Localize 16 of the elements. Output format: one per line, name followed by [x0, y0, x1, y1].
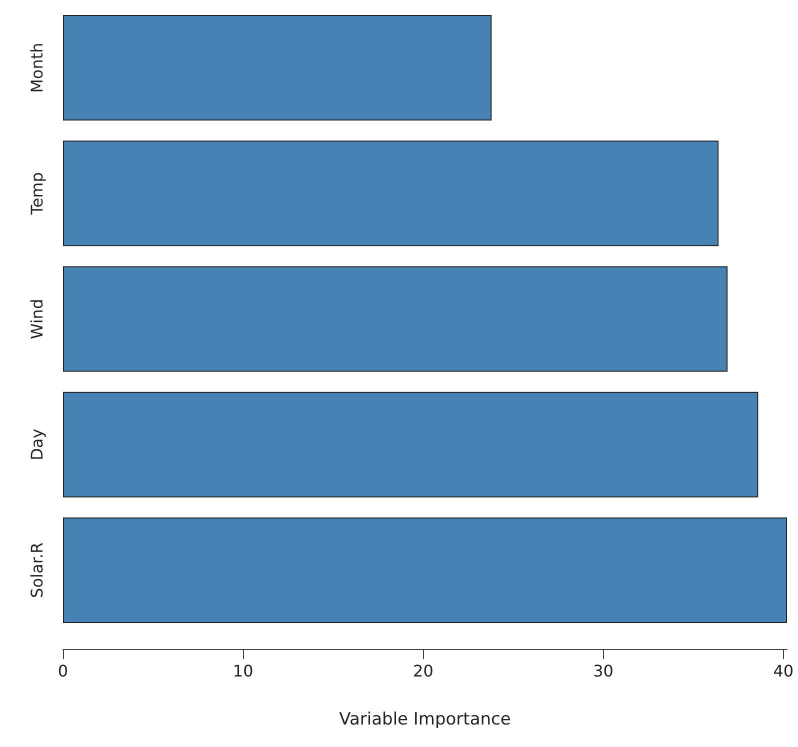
bar	[63, 266, 728, 372]
y-tick-label: Wind	[28, 298, 46, 340]
x-tick-label: 30	[593, 662, 614, 680]
x-tick-label: 10	[232, 662, 254, 680]
bar	[63, 15, 492, 121]
y-tick-label: Temp	[28, 172, 46, 216]
x-tick-label: 20	[413, 662, 434, 680]
y-tick-label: Month	[28, 42, 46, 93]
x-tick-label: 40	[773, 662, 794, 680]
y-tick-label: Day	[28, 428, 46, 460]
y-tick-label: Solar.R	[28, 542, 46, 598]
x-tick-label: 0	[58, 662, 68, 680]
x-axis-title: Variable Importance	[339, 710, 511, 730]
bar	[63, 140, 719, 246]
bar	[63, 392, 758, 498]
bar	[63, 517, 787, 623]
